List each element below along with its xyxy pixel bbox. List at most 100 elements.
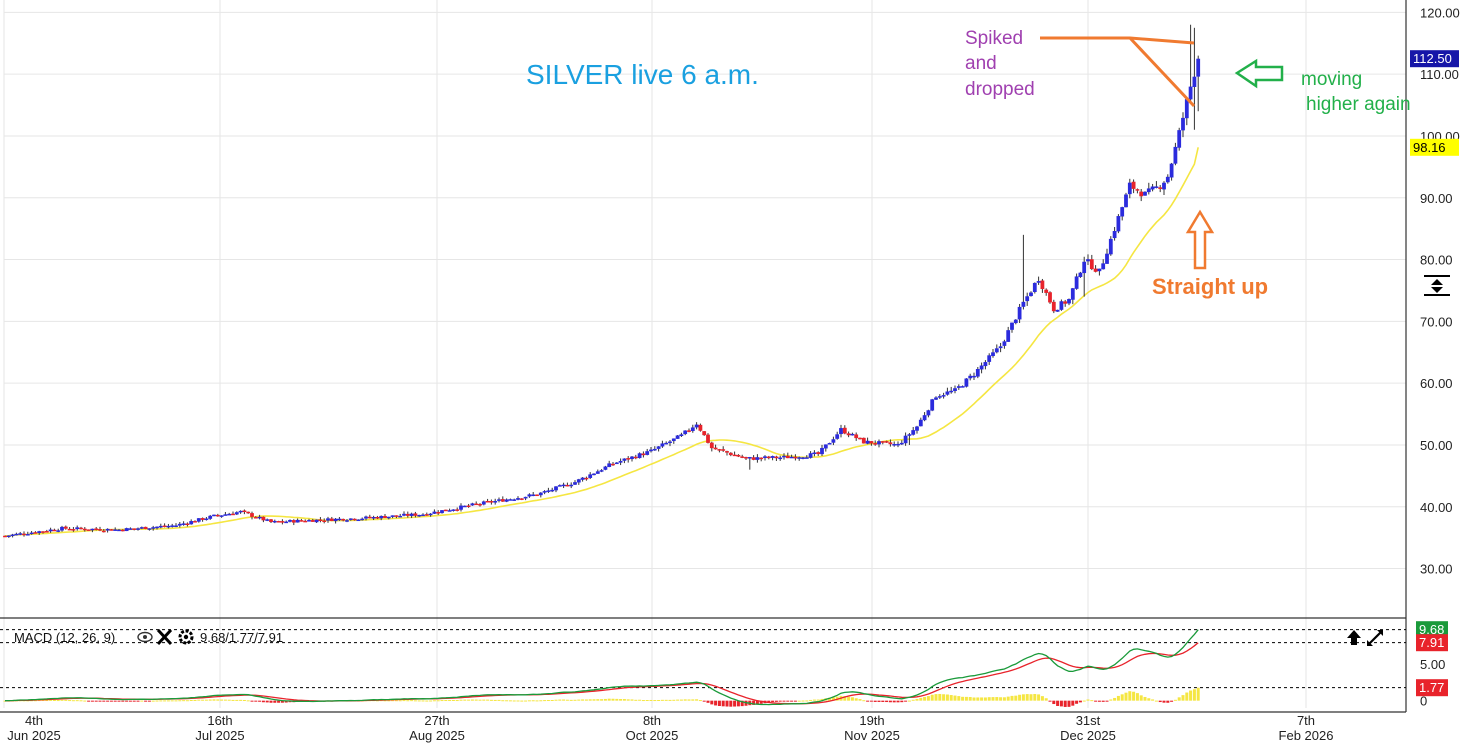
macd-histogram-bar [1067, 700, 1071, 707]
eye-icon[interactable] [137, 631, 153, 643]
expand-icon[interactable] [1367, 630, 1383, 646]
macd-histogram-bar [387, 700, 391, 702]
time-tick-period: Nov 2025 [844, 728, 900, 743]
scale-control-icon[interactable] [1424, 275, 1450, 296]
candle [1048, 291, 1052, 304]
macd-histogram-bar [208, 699, 212, 701]
macd-histogram-bar [68, 700, 72, 702]
macd-histogram-bar [968, 697, 972, 701]
macd-histogram-bar [653, 700, 657, 702]
candle [3, 535, 7, 538]
macd-histogram-bar [269, 700, 273, 703]
macd-histogram-bar [687, 699, 691, 701]
candle [1017, 303, 1022, 324]
macd-histogram-bar [1059, 700, 1063, 707]
candle [1135, 188, 1140, 194]
candle [649, 446, 653, 453]
candle [462, 505, 467, 508]
macd-histogram-bar [752, 700, 756, 705]
macd-histogram-bar [622, 699, 626, 701]
candle [250, 511, 254, 520]
candle [56, 528, 61, 533]
macd-histogram-bar [1135, 693, 1139, 701]
macd-histogram-bar [497, 699, 501, 701]
macd-histogram-bar [1018, 694, 1022, 701]
macd-histogram-bar [961, 696, 965, 701]
candle [554, 486, 558, 493]
macd-histogram-bar [945, 694, 949, 701]
macd-histogram-bar [49, 699, 53, 701]
candle [405, 511, 410, 518]
macd-histogram-bar [573, 699, 577, 701]
macd-histogram-bar [1010, 695, 1014, 701]
macd-indicator-label[interactable]: MACD (12, 26, 9) [14, 630, 115, 645]
candle [504, 498, 509, 503]
candle [953, 385, 957, 394]
macd-histogram-bar [1139, 695, 1143, 701]
macd-histogram-bar [938, 693, 942, 701]
candle [907, 433, 912, 445]
macd-histogram-bar [562, 699, 566, 701]
macd-histogram-bar [1196, 687, 1200, 701]
candle [265, 518, 270, 522]
price-tick-label: 50.00 [1420, 438, 1453, 453]
macd-histogram-bar [512, 700, 516, 702]
macd-histogram-bar [679, 699, 683, 701]
macd-histogram-bar [406, 700, 410, 702]
candle [284, 520, 289, 524]
macd-histogram-bar [911, 699, 915, 701]
candle [424, 512, 429, 516]
macd-histogram-bar [421, 700, 425, 702]
candle [831, 436, 836, 446]
macd-histogram-bar [949, 695, 953, 701]
gear-icon[interactable] [178, 629, 194, 645]
macd-histogram-bar [983, 697, 987, 701]
macd-histogram-bar [558, 699, 562, 701]
candle [956, 384, 961, 390]
candle [801, 456, 805, 460]
macd-histogram-bar [136, 700, 140, 702]
price-axis[interactable]: 120.00110.00100.0090.0080.0070.0060.0050… [1420, 5, 1460, 576]
candle [770, 455, 775, 461]
candle [869, 441, 874, 446]
macd-histogram-bar [934, 694, 938, 701]
candle [86, 529, 91, 531]
candle [371, 515, 376, 521]
macd-histogram-bar [1037, 694, 1041, 701]
macd-histogram-bar [273, 700, 277, 703]
candle [592, 473, 596, 476]
time-tick-day: 27th [424, 713, 449, 728]
candle [782, 453, 786, 460]
macd-histogram-bar [155, 700, 159, 702]
macd-histogram-bar [1170, 700, 1174, 702]
arrow-up-icon[interactable] [1347, 630, 1361, 645]
candle [151, 525, 156, 531]
candle [383, 514, 387, 519]
candle [941, 392, 946, 399]
macd-histogram-bar [239, 699, 243, 701]
candle [94, 527, 99, 531]
candle [1059, 299, 1064, 311]
candle [189, 519, 194, 525]
candle [1070, 287, 1075, 305]
macd-histogram-bar [486, 699, 490, 701]
candle [622, 458, 627, 464]
macd-histogram-bar [440, 700, 444, 702]
candle [546, 487, 551, 493]
candle [432, 509, 437, 515]
candle [918, 417, 923, 427]
macd-histogram-bar [1173, 699, 1177, 701]
macd-histogram-bar [94, 700, 98, 702]
macd-histogram-bar [128, 700, 132, 702]
candle [1101, 259, 1106, 270]
close-icon[interactable] [156, 628, 173, 646]
macd-histogram-bar [725, 700, 729, 707]
candle [972, 372, 976, 381]
macd-histogram-bar [668, 699, 672, 701]
candle [143, 526, 148, 530]
macd-histogram-bar [676, 699, 680, 701]
macd-histogram-bar [915, 698, 919, 701]
candle [960, 385, 965, 388]
candle [690, 424, 695, 433]
